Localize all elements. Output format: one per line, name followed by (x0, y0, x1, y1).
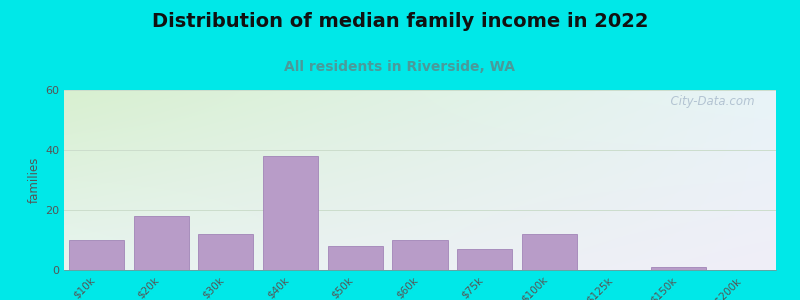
Bar (69, 240, 124, 270)
Text: City-Data.com: City-Data.com (663, 95, 754, 108)
Bar (393, 240, 447, 270)
Bar (522, 234, 577, 270)
Bar (458, 249, 512, 270)
Bar (263, 156, 318, 270)
Bar (134, 216, 189, 270)
Text: Distribution of median family income in 2022: Distribution of median family income in … (152, 12, 648, 31)
Bar (328, 246, 382, 270)
Bar (198, 234, 254, 270)
Text: All residents in Riverside, WA: All residents in Riverside, WA (285, 60, 515, 74)
Y-axis label: families: families (28, 157, 41, 203)
Bar (651, 267, 706, 270)
